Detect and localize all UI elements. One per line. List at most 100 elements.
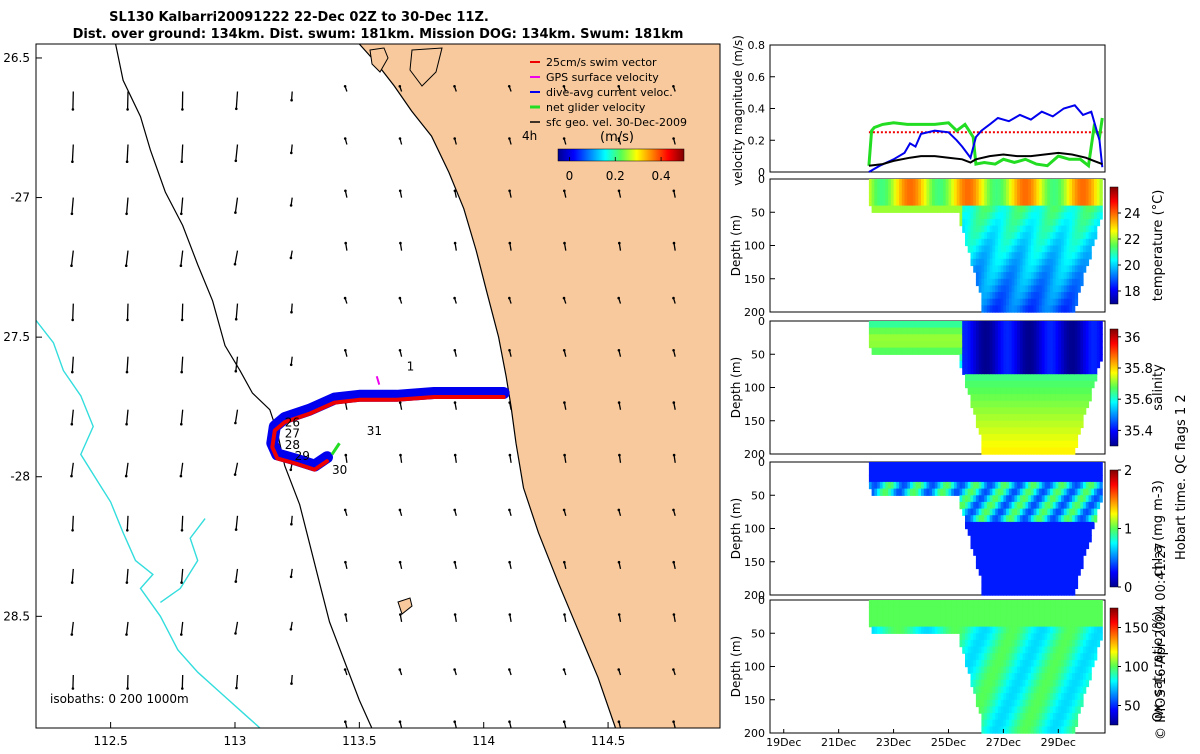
oxygen-cell	[1072, 726, 1075, 733]
geo-arrow-head	[673, 242, 676, 245]
geo-arrow	[127, 357, 128, 372]
salinity-cell	[1089, 388, 1092, 395]
geo-arrow-head	[399, 349, 402, 352]
temperature-colorbar	[1110, 187, 1118, 304]
geo-arrow	[235, 198, 237, 213]
legend-current-label: dive-avg current veloc.	[546, 86, 673, 99]
oxygen-cell	[1078, 706, 1081, 713]
map-x-tick-label: 114.5	[591, 734, 625, 748]
geo-arrow-head	[344, 668, 347, 671]
title-line-1: SL130 Kalbarri20091222 22-Dec 02Z to 30-…	[109, 10, 489, 25]
salinity-colorbar	[1110, 329, 1118, 446]
geo-arrow-head	[617, 297, 620, 300]
oxygen-cell	[1089, 673, 1092, 680]
geo-arrow	[73, 728, 74, 741]
geo-arrow-head	[71, 581, 74, 584]
legend-geo-label: sfc geo. vel. 30-Dec-2009	[546, 116, 687, 129]
geo-arrow-head	[344, 509, 347, 512]
chla-colorbar-tick-label: 1	[1124, 523, 1132, 538]
chla-cell	[1075, 582, 1078, 589]
geo-arrow-head	[345, 454, 348, 457]
salinity-cell	[1083, 407, 1086, 414]
salinity-cell	[1097, 361, 1100, 368]
geo-arrow-head	[672, 720, 675, 723]
salinity-cell	[1094, 368, 1097, 375]
oxygen-colorbar	[1110, 608, 1118, 725]
geo-arrow-head	[70, 475, 73, 478]
abrolhos-island	[398, 598, 412, 614]
geo-arrow-head	[180, 475, 183, 478]
chla-y-tick-label: 0	[758, 456, 765, 469]
geo-arrow	[236, 357, 238, 372]
temperature-cell	[1078, 285, 1081, 292]
map-colorbar	[558, 149, 684, 161]
chla-cell	[1083, 549, 1086, 556]
geo-arrow	[73, 516, 74, 531]
oxygen-cell	[1100, 627, 1103, 634]
geo-arrow	[72, 357, 73, 372]
colorbar-tick-label: 0.2	[606, 169, 625, 183]
salinity-cell	[1100, 348, 1103, 355]
oxygen-cell	[1080, 700, 1083, 707]
oxygen-ylabel: Depth (m)	[729, 636, 743, 697]
temperature-y-tick-label: 150	[744, 273, 765, 286]
geo-arrow-head	[453, 297, 456, 300]
oxygen-y-tick-label: 100	[744, 661, 765, 674]
geo-arrow-head	[673, 190, 676, 193]
chla-cell	[1089, 529, 1092, 536]
geo-arrow-head	[563, 297, 566, 300]
geo-arrow-head	[234, 632, 237, 635]
geo-arrow-head	[344, 613, 347, 616]
isobath-1000	[116, 44, 372, 728]
geo-arrow-head	[399, 85, 402, 88]
geo-arrow-head	[180, 371, 183, 374]
geo-arrow-head	[72, 108, 75, 111]
footer-imos: © IMOS 16-Apr-2024 00:41:27	[1154, 542, 1169, 740]
chla-y-tick-label: 100	[744, 523, 765, 536]
oxygen-cell	[1083, 687, 1086, 694]
oxygen-cell	[1086, 680, 1089, 687]
geo-arrow-head	[618, 349, 621, 352]
geo-arrow-head	[454, 190, 457, 193]
salinity-colorbar-tick-label: 35.6	[1124, 393, 1153, 408]
geo-arrow-head	[618, 509, 621, 512]
geo-arrow-head	[508, 668, 511, 671]
velocity-y-tick-label: 0.8	[748, 39, 766, 52]
temperature-cell	[1089, 252, 1092, 259]
temperature-cell	[1094, 232, 1097, 239]
temperature-cell	[1086, 259, 1089, 266]
geo-arrow-head	[180, 423, 183, 426]
oxygen-cell	[1091, 660, 1094, 667]
geo-arrow-head	[290, 152, 293, 155]
map-plot-area	[36, 44, 720, 742]
geo-arrow-head	[508, 401, 511, 404]
geo-arrow-head	[618, 401, 621, 404]
chla-colorbar	[1110, 470, 1118, 587]
time-x-tick-label: 29Dec	[1041, 736, 1076, 749]
geo-arrow-head	[453, 85, 456, 88]
oxygen-colorbar-tick-label: 100	[1124, 661, 1149, 676]
temperature-colorbar-tick-label: 20	[1124, 259, 1141, 274]
geo-arrow-head	[290, 364, 293, 367]
salinity-cell	[1075, 434, 1078, 441]
title-line-2: Dist. over ground: 134km. Dist. swum: 18…	[73, 27, 684, 42]
temperature-cell	[1100, 206, 1103, 213]
salinity-cell	[1080, 421, 1083, 428]
geo-arrow-head	[673, 401, 676, 404]
chla-cell	[1072, 588, 1075, 595]
map-y-tick-label: -27	[10, 191, 30, 205]
salinity-cell	[1080, 414, 1083, 421]
temperature-cell	[1100, 199, 1103, 206]
qc-flags-label: Hobart time. QC flags 1 2	[1174, 394, 1189, 560]
geo-arrow-head	[70, 264, 73, 267]
land-area	[359, 44, 720, 728]
geo-arrow-head	[290, 257, 293, 260]
geo-arrow-head	[234, 211, 237, 214]
oxygen-y-tick-label: 200	[744, 727, 765, 740]
geo-arrow-head	[290, 682, 293, 685]
day-label: 29	[295, 449, 310, 463]
geo-arrow-head	[617, 668, 620, 671]
geo-arrow-head	[344, 190, 347, 193]
